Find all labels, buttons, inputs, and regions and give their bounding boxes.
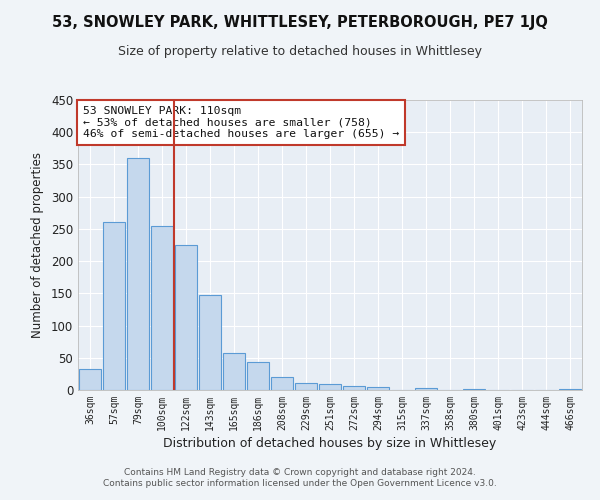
- Bar: [247, 362, 269, 390]
- X-axis label: Distribution of detached houses by size in Whittlesey: Distribution of detached houses by size …: [163, 437, 497, 450]
- Bar: [343, 386, 365, 390]
- Bar: [151, 226, 173, 390]
- Text: 53 SNOWLEY PARK: 110sqm
← 53% of detached houses are smaller (758)
46% of semi-d: 53 SNOWLEY PARK: 110sqm ← 53% of detache…: [83, 106, 399, 139]
- Bar: [367, 387, 389, 390]
- Y-axis label: Number of detached properties: Number of detached properties: [31, 152, 44, 338]
- Bar: [559, 388, 581, 390]
- Text: Contains HM Land Registry data © Crown copyright and database right 2024.
Contai: Contains HM Land Registry data © Crown c…: [103, 468, 497, 487]
- Bar: [103, 222, 125, 390]
- Text: Size of property relative to detached houses in Whittlesey: Size of property relative to detached ho…: [118, 45, 482, 58]
- Bar: [199, 294, 221, 390]
- Bar: [79, 370, 101, 390]
- Bar: [295, 383, 317, 390]
- Text: 53, SNOWLEY PARK, WHITTLESEY, PETERBOROUGH, PE7 1JQ: 53, SNOWLEY PARK, WHITTLESEY, PETERBOROU…: [52, 15, 548, 30]
- Bar: [175, 245, 197, 390]
- Bar: [415, 388, 437, 390]
- Bar: [223, 354, 245, 390]
- Bar: [319, 384, 341, 390]
- Bar: [271, 377, 293, 390]
- Bar: [463, 388, 485, 390]
- Bar: [127, 158, 149, 390]
